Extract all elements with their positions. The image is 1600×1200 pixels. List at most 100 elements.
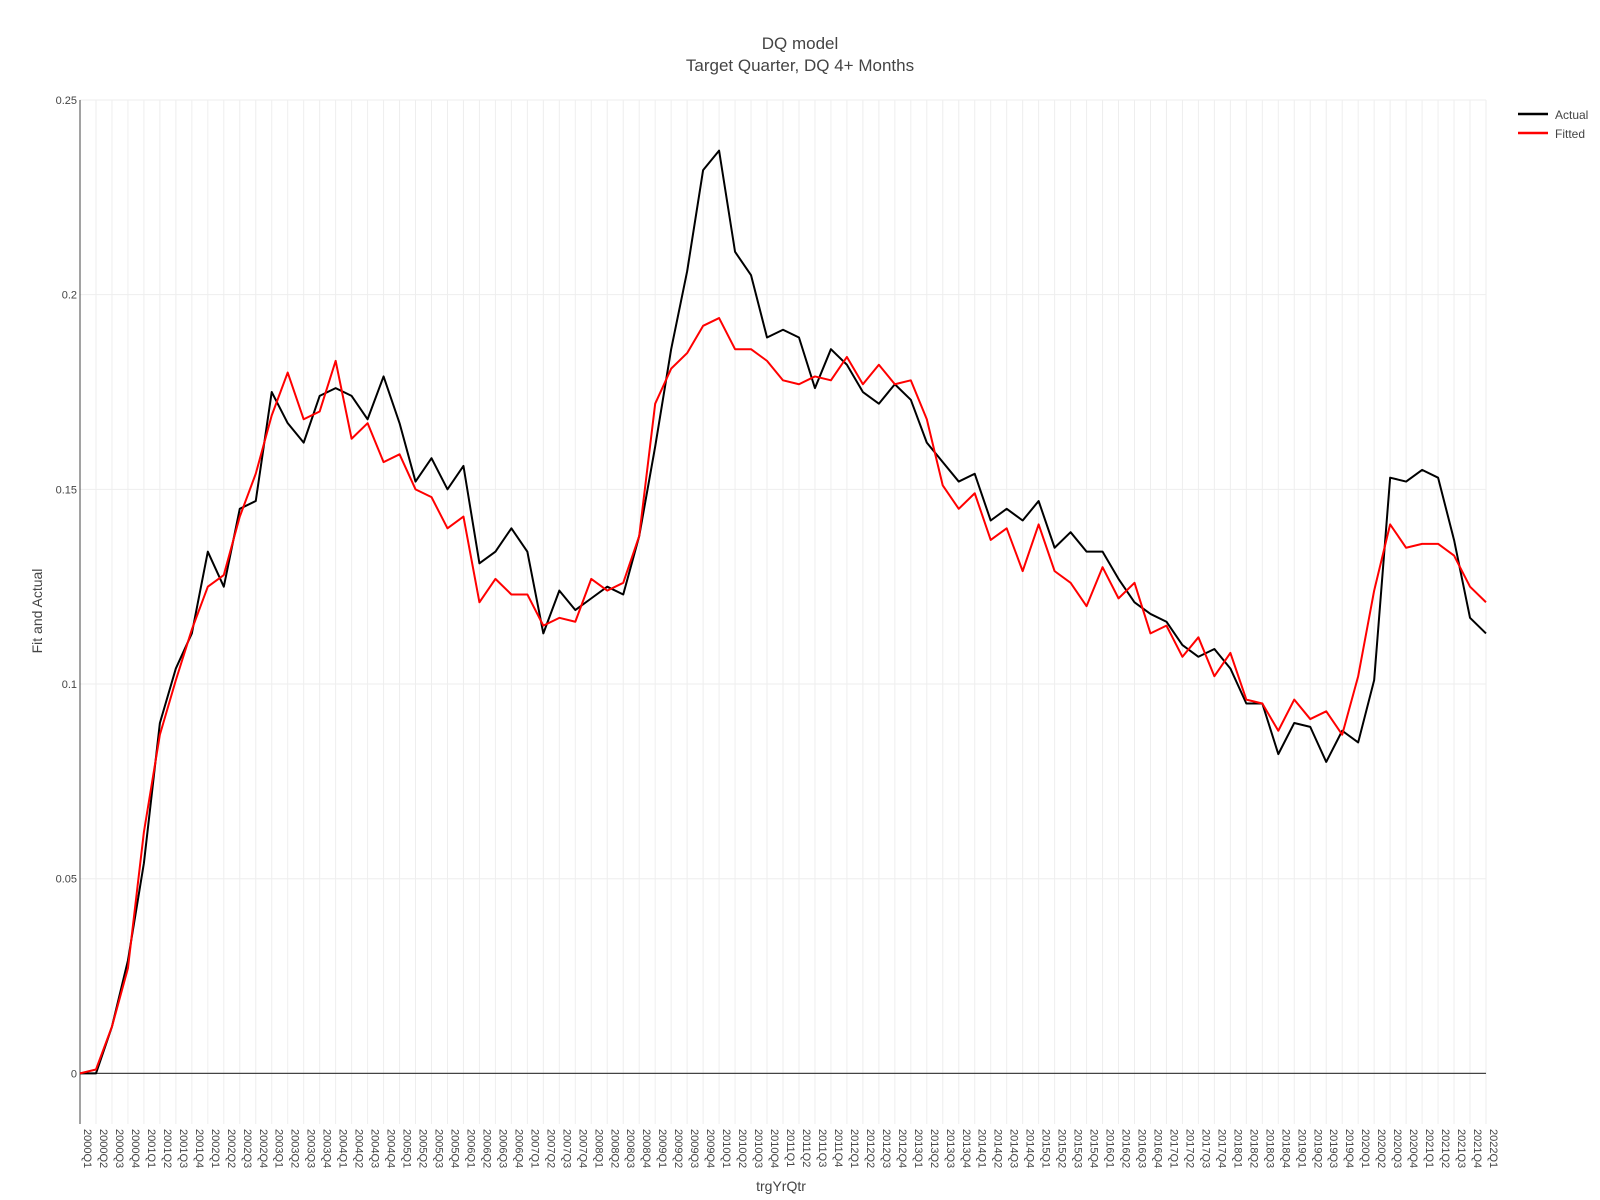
x-tick-label: 2012Q2 xyxy=(864,1129,876,1168)
y-tick-label: 0.2 xyxy=(62,290,77,302)
x-tick-label: 2011Q1 xyxy=(784,1129,796,1167)
y-tick-label: 0 xyxy=(71,1068,77,1080)
x-tick-label: 2013Q4 xyxy=(960,1129,972,1168)
series-layer xyxy=(79,149,1487,1075)
x-tick-label: 2013Q3 xyxy=(944,1129,956,1168)
x-tick-label: 2005Q3 xyxy=(433,1129,445,1168)
x-tick-label: 2020Q4 xyxy=(1407,1129,1419,1168)
x-tick-label: 2006Q2 xyxy=(480,1129,492,1168)
x-tick-label: 2011Q2 xyxy=(800,1129,812,1167)
x-tick-label: 2008Q2 xyxy=(608,1129,620,1168)
x-tick-label: 2002Q1 xyxy=(209,1129,221,1168)
x-tick-label: 2008Q3 xyxy=(624,1129,636,1168)
x-tick-label: 2006Q3 xyxy=(496,1129,508,1168)
x-tick-label: 2020Q1 xyxy=(1359,1129,1371,1168)
x-tick-label: 2011Q3 xyxy=(816,1129,828,1167)
x-tick-label: 2018Q1 xyxy=(1231,1129,1243,1168)
x-tick-label: 2017Q3 xyxy=(1199,1129,1211,1168)
x-tick-label: 2021Q3 xyxy=(1455,1129,1467,1168)
x-tick-label: 2010Q1 xyxy=(720,1129,732,1168)
y-tick-labels: 0 0.05 0.1 0.15 0.2 0.25 xyxy=(56,95,77,1080)
x-tick-label: 2015Q1 xyxy=(1040,1129,1052,1168)
x-tick-label: 2003Q4 xyxy=(321,1129,333,1168)
x-tick-label: 2018Q3 xyxy=(1263,1129,1275,1168)
x-tick-label: 2002Q4 xyxy=(257,1129,269,1168)
x-tick-label: 2003Q2 xyxy=(289,1129,301,1168)
axes xyxy=(79,100,1486,1124)
legend-label-fitted: Fitted xyxy=(1555,127,1585,141)
x-tick-label: 2001Q4 xyxy=(193,1129,205,1168)
x-tick-label: 2007Q4 xyxy=(576,1129,588,1168)
chart-subtitle: Target Quarter, DQ 4+ Months xyxy=(686,56,914,75)
x-tick-label: 2003Q1 xyxy=(273,1129,285,1168)
y-tick-label: 0.05 xyxy=(56,874,77,886)
x-tick-label: 2015Q2 xyxy=(1056,1129,1068,1168)
x-tick-label: 2012Q3 xyxy=(880,1129,892,1168)
x-tick-label: 2018Q4 xyxy=(1279,1129,1291,1168)
x-tick-label: 2013Q2 xyxy=(928,1129,940,1168)
x-tick-label: 2004Q1 xyxy=(337,1129,349,1168)
x-tick-label: 2007Q3 xyxy=(560,1129,572,1168)
x-tick-labels: 2000Q1 2000Q2 2000Q3 2000Q4 2001Q1 2001Q2 2001… xyxy=(81,1129,1499,1168)
x-tick-label: 2004Q3 xyxy=(369,1129,381,1168)
x-tick-label: 2001Q1 xyxy=(145,1129,157,1168)
x-tick-label: 2013Q1 xyxy=(912,1129,924,1168)
legend[interactable]: Actual Fitted xyxy=(1518,108,1588,141)
x-tick-label: 2007Q1 xyxy=(528,1129,540,1168)
x-tick-label: 2011Q4 xyxy=(832,1129,844,1167)
x-tick-label: 2006Q1 xyxy=(464,1129,476,1168)
x-tick-label: 2003Q3 xyxy=(305,1129,317,1168)
x-tick-label: 2016Q4 xyxy=(1151,1129,1163,1168)
x-tick-label: 2004Q2 xyxy=(353,1129,365,1168)
x-tick-label: 2012Q1 xyxy=(848,1129,860,1168)
x-tick-label: 2008Q1 xyxy=(592,1129,604,1168)
x-tick-label: 2021Q2 xyxy=(1439,1129,1451,1168)
x-tick-label: 2006Q4 xyxy=(512,1129,524,1168)
x-tick-label: 2014Q4 xyxy=(1024,1129,1036,1168)
x-tick-label: 2001Q3 xyxy=(177,1129,189,1168)
y-tick-label: 0.15 xyxy=(56,484,77,496)
x-tick-label: 2015Q3 xyxy=(1072,1129,1084,1168)
x-axis-title: trgYrQtr xyxy=(756,1178,806,1194)
x-tick-label: 2009Q4 xyxy=(704,1129,716,1168)
x-tick-label: 2021Q4 xyxy=(1471,1129,1483,1168)
x-tick-label: 2014Q2 xyxy=(992,1129,1004,1168)
chart-title: DQ model xyxy=(762,34,839,53)
legend-item-fitted[interactable]: Fitted xyxy=(1518,127,1585,141)
series-line-fitted xyxy=(79,317,1487,1075)
x-tick-label: 2017Q1 xyxy=(1167,1129,1179,1168)
y-axis-title: Fit and Actual xyxy=(29,569,45,654)
x-tick-label: 2000Q4 xyxy=(129,1129,141,1168)
x-tick-label: 2004Q4 xyxy=(385,1129,397,1168)
x-tick-label: 2010Q2 xyxy=(736,1129,748,1168)
x-tick-label: 2005Q4 xyxy=(448,1129,460,1168)
y-tick-label: 0.25 xyxy=(56,95,77,107)
x-tick-label: 2007Q2 xyxy=(544,1129,556,1168)
x-tick-label: 2005Q1 xyxy=(401,1129,413,1168)
x-tick-label: 2001Q2 xyxy=(161,1129,173,1168)
x-tick-label: 2009Q1 xyxy=(656,1129,668,1168)
x-tick-label: 2016Q2 xyxy=(1120,1129,1132,1168)
grid xyxy=(79,99,1487,1124)
x-tick-label: 2017Q4 xyxy=(1215,1129,1227,1168)
x-tick-label: 2009Q2 xyxy=(672,1129,684,1168)
x-tick-label: 2016Q1 xyxy=(1104,1129,1116,1168)
series-line-actual xyxy=(80,149,1487,1075)
x-tick-label: 2014Q1 xyxy=(976,1129,988,1168)
x-tick-label: 2010Q3 xyxy=(752,1129,764,1168)
x-tick-label: 2017Q2 xyxy=(1183,1129,1195,1168)
x-tick-label: 2014Q3 xyxy=(1008,1129,1020,1168)
x-tick-label: 2019Q4 xyxy=(1343,1129,1355,1168)
x-tick-label: 2019Q1 xyxy=(1295,1129,1307,1168)
x-tick-label: 2012Q4 xyxy=(896,1129,908,1168)
x-tick-label: 2002Q3 xyxy=(241,1129,253,1168)
x-tick-label: 2015Q4 xyxy=(1088,1129,1100,1168)
x-tick-label: 2000Q1 xyxy=(81,1129,93,1168)
x-tick-label: 2020Q2 xyxy=(1375,1129,1387,1168)
x-tick-label: 2016Q3 xyxy=(1136,1129,1148,1168)
x-tick-label: 2019Q2 xyxy=(1311,1129,1323,1168)
legend-item-actual[interactable]: Actual xyxy=(1518,108,1588,122)
x-tick-label: 2020Q3 xyxy=(1391,1129,1403,1168)
x-tick-label: 2021Q1 xyxy=(1423,1129,1435,1168)
